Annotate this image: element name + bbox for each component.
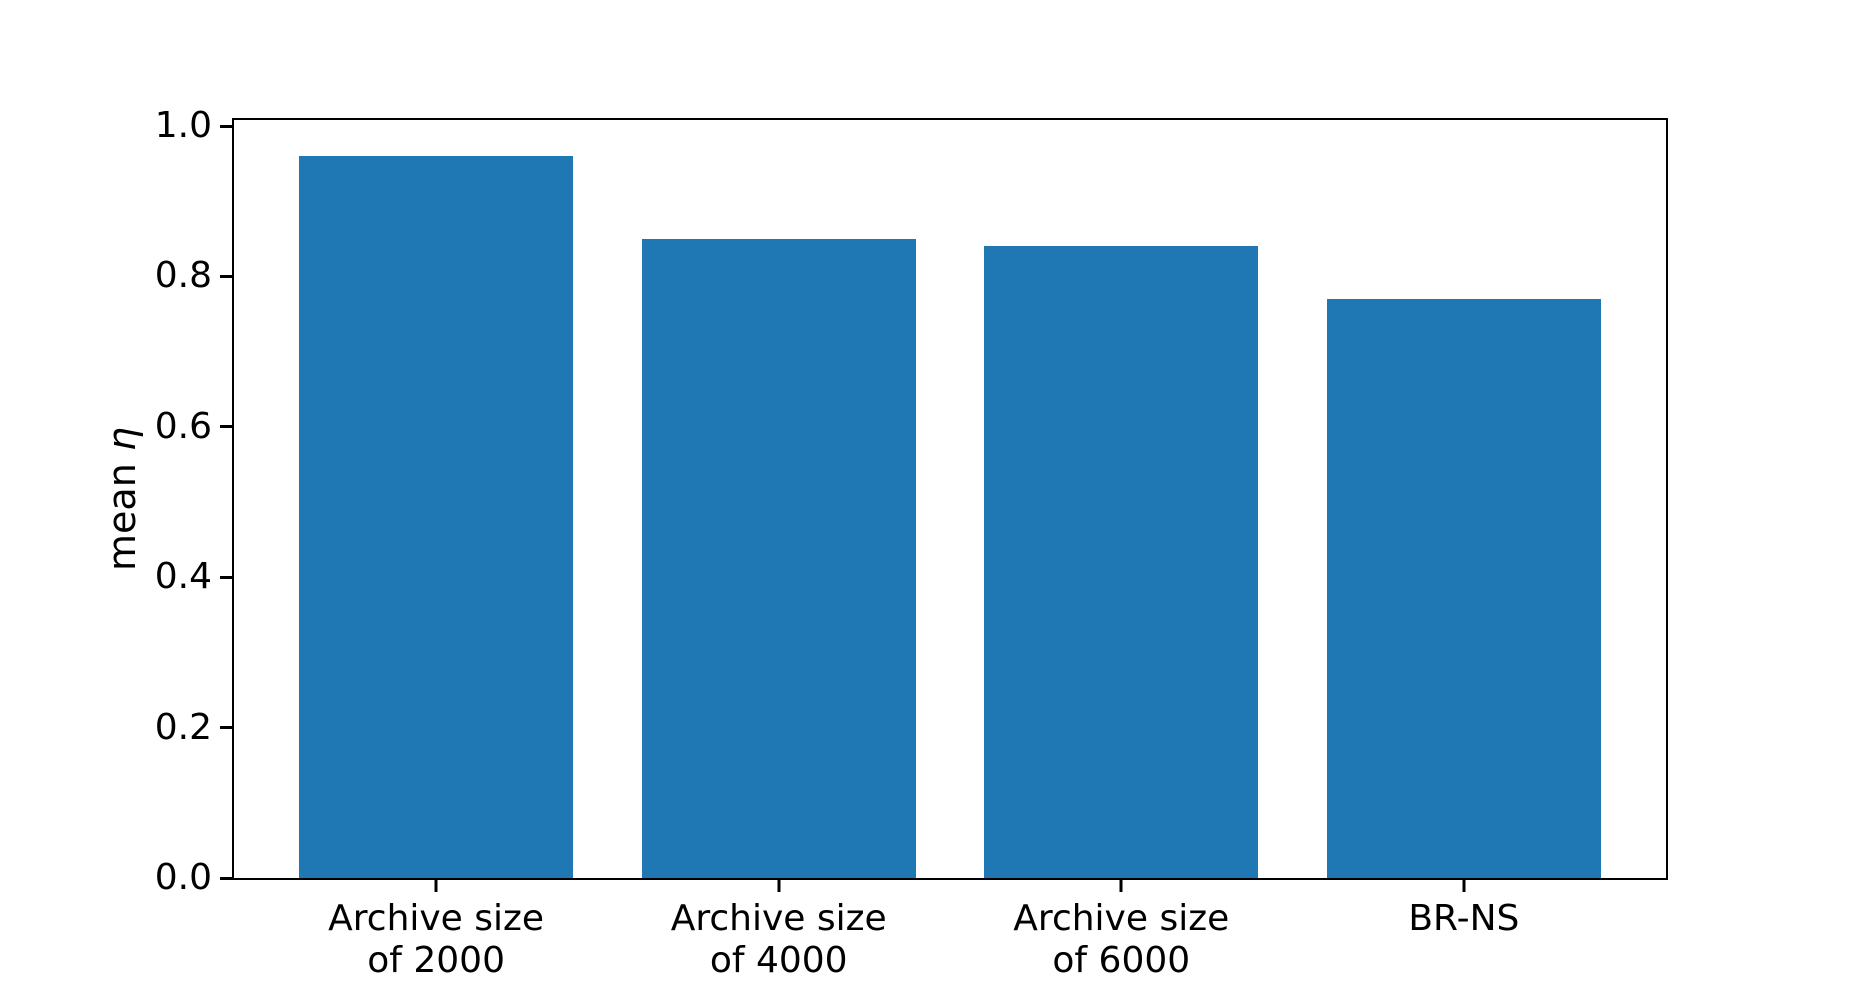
- y-tick-label: 1.0: [154, 105, 212, 147]
- x-tick-label: Archive size of 2000: [328, 898, 545, 982]
- y-tick-mark: [220, 726, 232, 730]
- y-tick-label: 0.8: [154, 255, 212, 297]
- y-tick-label: 0.6: [154, 405, 212, 447]
- x-tick-label: BR-NS: [1408, 898, 1520, 939]
- x-tick-mark: [777, 880, 781, 892]
- y-axis-label: mean η: [100, 427, 144, 571]
- y-tick-label: 0.2: [154, 706, 212, 748]
- y-axis-label-text: mean: [100, 451, 144, 571]
- bar-4: [1326, 298, 1601, 878]
- plot-area: 0.0 0.2 0.4 0.6 0.8 1.0 Archive size of 2000 Ar…: [155, 108, 1668, 981]
- x-tick-mark: [1462, 880, 1466, 892]
- y-tick-mark: [220, 876, 232, 880]
- bar-1: [299, 156, 574, 878]
- y-tick-label: 0.0: [154, 857, 212, 898]
- bar-3: [984, 246, 1259, 878]
- x-tick-label: Archive size of 6000: [1013, 898, 1230, 982]
- bar-2: [641, 238, 916, 878]
- y-tick-mark: [220, 425, 232, 429]
- y-tick-mark: [220, 124, 232, 128]
- x-tick-mark: [1119, 880, 1123, 892]
- y-tick-label: 0.4: [154, 556, 212, 598]
- y-tick-mark: [220, 274, 232, 278]
- x-tick-label: Archive size of 4000: [670, 898, 887, 982]
- x-tick-mark: [434, 880, 438, 892]
- y-axis-label-eta-symbol: η: [100, 427, 144, 452]
- y-tick-mark: [220, 575, 232, 579]
